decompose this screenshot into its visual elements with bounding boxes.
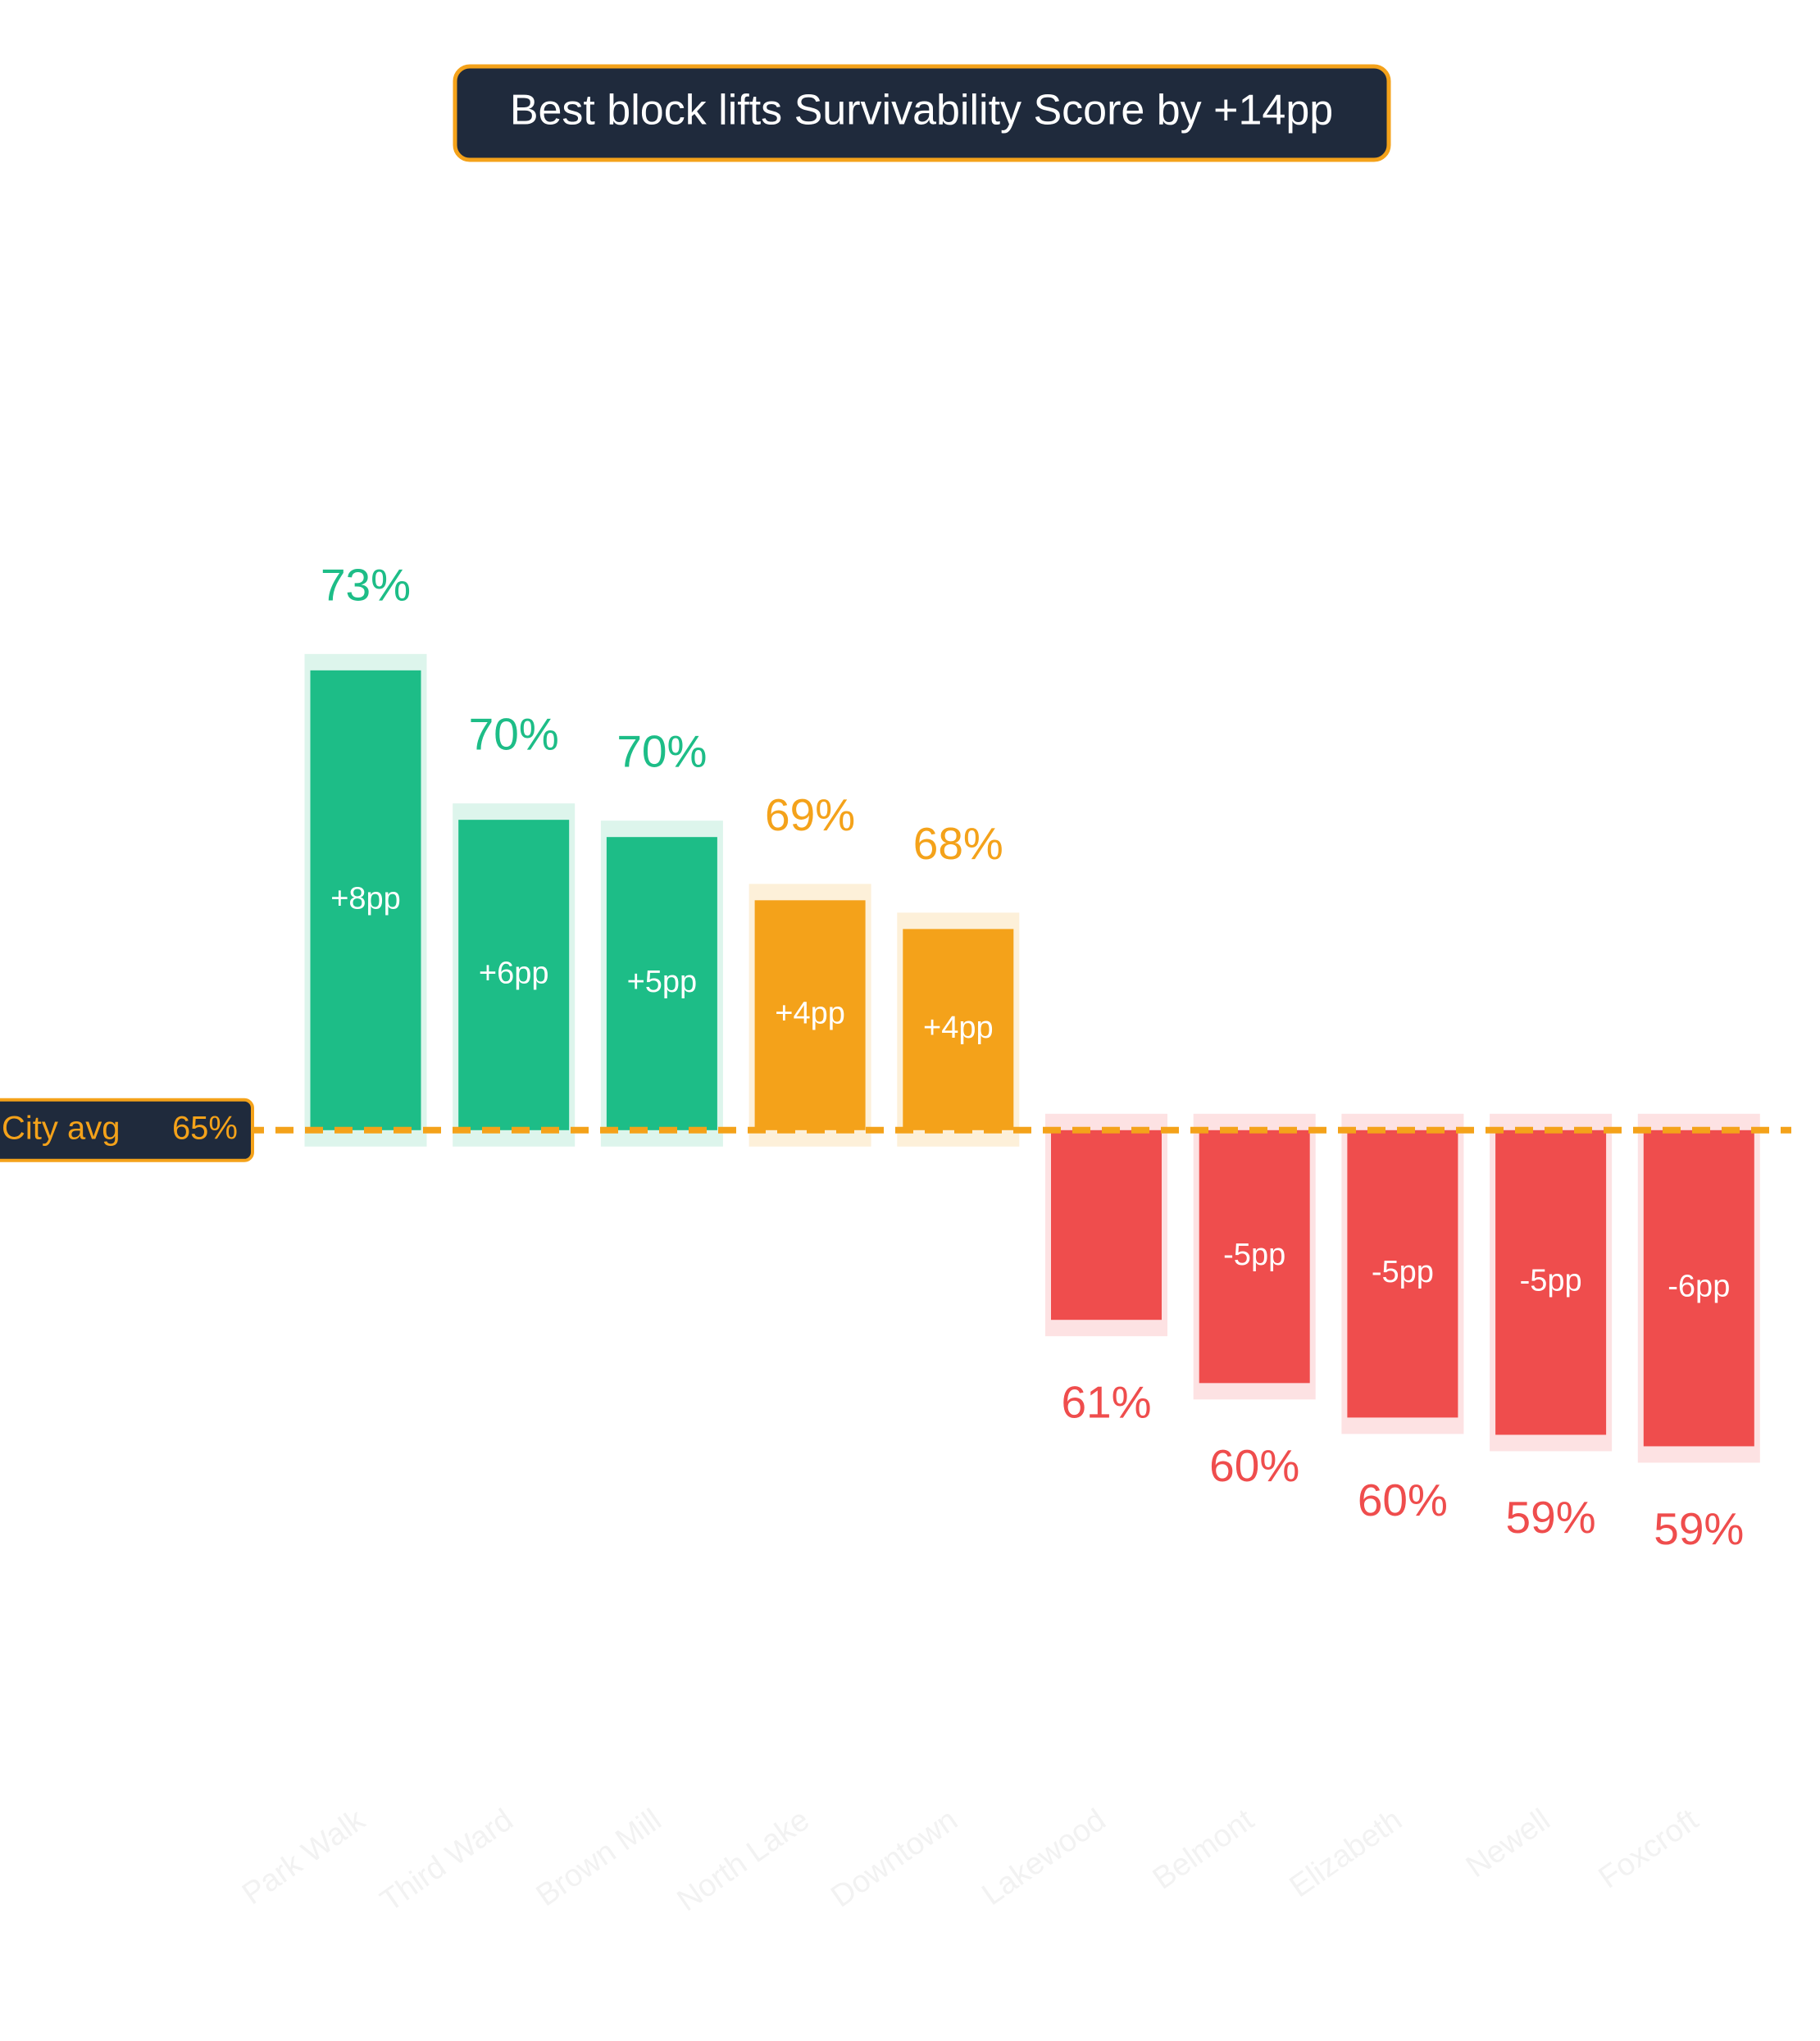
bar [310, 670, 421, 1130]
delta-label: -5pp [1520, 1264, 1582, 1298]
value-label: 60% [1209, 1440, 1299, 1491]
value-label: 68% [913, 818, 1003, 869]
bar [458, 820, 570, 1130]
value-label: 73% [321, 559, 411, 610]
delta-label: -5pp [1223, 1238, 1285, 1272]
bar [1199, 1130, 1310, 1384]
x-tick-label: North Lake [671, 1802, 816, 1918]
value-label: 61% [1061, 1377, 1151, 1428]
value-label: 60% [1358, 1475, 1448, 1525]
x-tick-label: Brown Mill [530, 1802, 668, 1913]
delta-label: +4pp [923, 1011, 994, 1045]
delta-label: +5pp [627, 965, 698, 999]
x-tick-label: Foxcroft [1593, 1802, 1705, 1895]
delta-label: -5pp [1372, 1255, 1434, 1289]
value-label: 70% [469, 709, 559, 760]
delta-label: +6pp [479, 957, 549, 991]
bar [1347, 1130, 1458, 1418]
bar [1051, 1130, 1162, 1321]
x-tick-label: Park Walk [236, 1802, 372, 1911]
bar [606, 837, 717, 1130]
delta-label: +8pp [330, 881, 401, 916]
value-label: 59% [1506, 1492, 1596, 1543]
reference-value: 65% [172, 1110, 238, 1146]
chart-title: Best block lifts Survivability Score by … [510, 87, 1333, 134]
value-label: 69% [765, 789, 855, 840]
value-label: 70% [617, 726, 707, 777]
title-box [453, 64, 1391, 162]
delta-label: +4pp [775, 997, 845, 1031]
x-tick-label: Elizabeth [1284, 1802, 1408, 1904]
bar [1495, 1130, 1607, 1435]
reference-label: City avg [2, 1110, 121, 1146]
x-tick-label: Newell [1460, 1802, 1557, 1884]
reference-box [0, 1098, 254, 1162]
bar [903, 929, 1014, 1130]
x-tick-label: Belmont [1147, 1802, 1261, 1897]
bar [1643, 1130, 1754, 1447]
value-label: 59% [1654, 1503, 1744, 1554]
x-tick-label: Downtown [825, 1802, 963, 1914]
x-tick-label: Lakewood [976, 1802, 1112, 1912]
delta-label: -6pp [1668, 1270, 1730, 1304]
bar [754, 900, 866, 1130]
x-tick-label: Third Ward [375, 1802, 520, 1918]
